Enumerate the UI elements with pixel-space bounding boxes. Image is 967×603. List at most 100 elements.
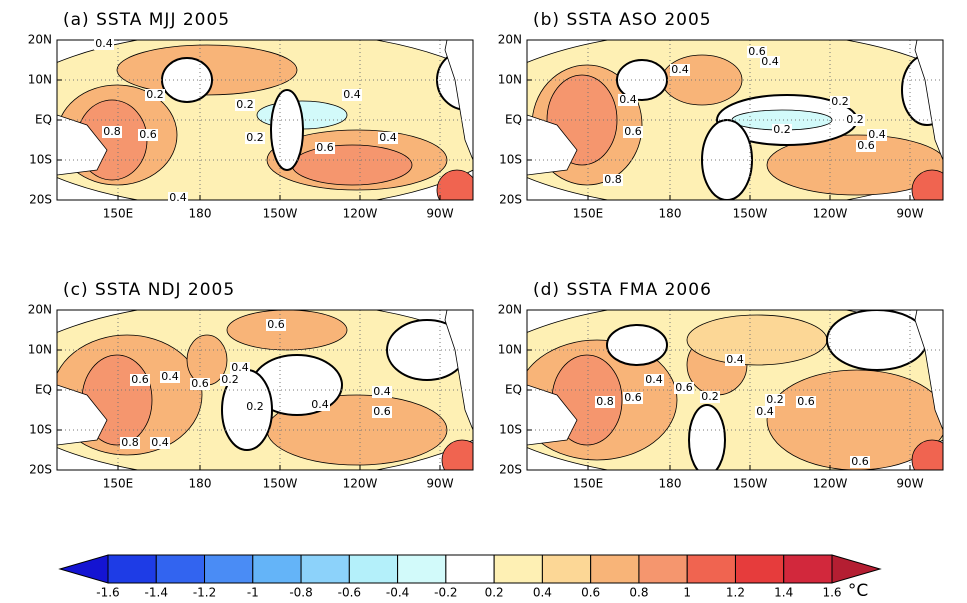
lat-label: 10N [28, 343, 52, 357]
contour-label: 0.6 [267, 318, 285, 331]
contour-label: 0.8 [596, 395, 614, 408]
colorbar-box [734, 554, 785, 584]
lat-label: 20S [499, 193, 522, 207]
contour-label: 0.2 [773, 123, 791, 136]
contour-label: 0.4 [726, 353, 744, 366]
lon-label: 90W [426, 207, 453, 221]
lon-label: 150W [263, 477, 298, 491]
map-panel: (c) SSTA NDJ 2005 20N 10N EQ 10S 20S 150E 180 15… [28, 280, 474, 491]
contour-label-bg [845, 114, 865, 126]
colorbar-box [783, 554, 833, 584]
map-panel: (a) SSTA MJJ 2005 20N 10N EQ 10S 20S 150E 180 15… [28, 10, 474, 221]
lon-label: 180 [189, 207, 212, 221]
lon-label: 150W [733, 207, 768, 221]
contour-label-bg [700, 391, 720, 403]
contour-label: 0.6 [131, 373, 149, 386]
lon-label: 180 [659, 477, 682, 491]
contour-label-bg [755, 406, 775, 418]
lat-label: 10S [499, 423, 522, 437]
contour-label-bg [603, 174, 623, 186]
contour-label: 0.4 [619, 93, 637, 106]
anomaly-region [766, 369, 943, 470]
contour-label-bg [94, 38, 114, 50]
anomaly-region [688, 404, 726, 470]
contour-label-bg [644, 374, 664, 386]
contour-label: 0.4 [343, 88, 361, 101]
lon-label: 120W [813, 207, 848, 221]
lon-label: 150W [733, 477, 768, 491]
lat-label: 20S [29, 193, 52, 207]
contour-label-bg [310, 399, 330, 411]
lon-label: 150E [573, 207, 604, 221]
contour-label: 0.2 [246, 131, 264, 144]
contour-label: 0.6 [139, 128, 157, 141]
lat-label: 10S [499, 153, 522, 167]
panel-title: (a) SSTA MJJ 2005 [63, 10, 230, 30]
contour-label: 0.8 [604, 173, 622, 186]
lon-label: 120W [343, 207, 378, 221]
contour-label: 0.4 [761, 55, 779, 68]
contour-label-bg [618, 94, 638, 106]
anomaly-region [911, 439, 943, 470]
lon-label: 150W [263, 207, 298, 221]
lat-label: 20N [28, 303, 52, 317]
map-panel: (b) SSTA ASO 2005 20N 10N EQ 10S 20S 150E 180 15… [498, 10, 944, 221]
contour-label: 0.6 [748, 45, 766, 58]
colorbar-label: -0.2 [434, 586, 457, 600]
lat-label: 10N [498, 73, 522, 87]
colorbar-label: -1.2 [193, 586, 216, 600]
contour-label: 0.4 [95, 37, 113, 50]
contour-label: 0.2 [766, 393, 784, 406]
lat-label: 10N [498, 343, 522, 357]
contour-label-bg [245, 132, 265, 144]
contour-label-bg [623, 392, 643, 404]
colorbar-label: 1.4 [774, 586, 793, 600]
anomaly-region [686, 314, 828, 366]
contour-label: 0.4 [671, 63, 689, 76]
anomaly-region [441, 439, 473, 470]
contour-label-bg [747, 46, 767, 58]
lon-label: 180 [659, 207, 682, 221]
contour-label: 0.2 [236, 98, 254, 111]
contour-label-bg [130, 374, 150, 386]
contour-label: 0.4 [161, 370, 179, 383]
panel-title: (d) SSTA FMA 2006 [533, 280, 712, 300]
contour-label-bg [760, 56, 780, 68]
contour-label: 0.4 [231, 361, 249, 374]
lon-label: 150E [573, 477, 604, 491]
colorbar-box [300, 554, 350, 584]
contour-label: 0.4 [379, 131, 397, 144]
contour-label: 0.2 [246, 400, 264, 413]
lat-label: 20S [499, 463, 522, 477]
colorbar-arrow [831, 554, 882, 584]
contour-label: 0.4 [169, 191, 187, 204]
anomaly-region [826, 310, 928, 371]
contour-label-bg [220, 374, 240, 386]
contour-label: 0.4 [868, 128, 886, 141]
colorbar-label: 1.2 [726, 586, 745, 600]
contour-label-bg [670, 64, 690, 76]
land [914, 40, 943, 161]
lat-label: 10N [28, 73, 52, 87]
contour-label: 0.6 [373, 405, 391, 418]
contour-label: 0.2 [846, 113, 864, 126]
colorbar-unit: °C [848, 581, 868, 601]
lat-label: 20N [498, 303, 522, 317]
contour-label-bg [342, 89, 362, 101]
colorbar-box [107, 554, 157, 584]
lon-label: 150E [103, 477, 134, 491]
lon-label: 150E [103, 207, 134, 221]
anomaly-region [291, 144, 413, 186]
lat-label: 10S [29, 423, 52, 437]
contour-label-bg [245, 401, 265, 413]
contour-label-bg [102, 126, 122, 138]
lat-label: EQ [35, 383, 52, 397]
colorbar-box [204, 554, 254, 584]
colorbar-box [397, 554, 447, 584]
contour-label: 0.8 [121, 436, 139, 449]
colorbar-box [155, 554, 206, 584]
contour-label-bg [725, 354, 745, 366]
contour-label: 0.2 [146, 88, 164, 101]
colorbar-box [493, 554, 543, 584]
